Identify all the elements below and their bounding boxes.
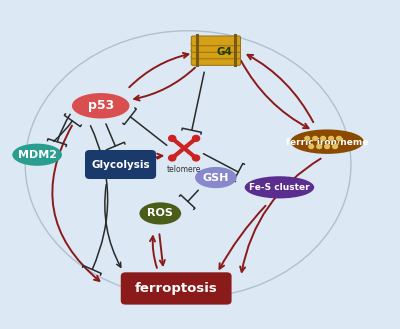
Ellipse shape bbox=[290, 129, 364, 154]
Circle shape bbox=[192, 155, 200, 161]
Circle shape bbox=[313, 137, 318, 140]
Circle shape bbox=[337, 137, 342, 140]
FancyArrowPatch shape bbox=[48, 114, 70, 147]
Ellipse shape bbox=[140, 202, 181, 224]
FancyArrowPatch shape bbox=[241, 61, 308, 128]
FancyArrowPatch shape bbox=[159, 234, 165, 265]
Text: p53: p53 bbox=[88, 99, 114, 112]
Text: G4: G4 bbox=[217, 47, 232, 57]
FancyBboxPatch shape bbox=[191, 36, 240, 46]
FancyArrowPatch shape bbox=[204, 154, 244, 182]
Text: GSH: GSH bbox=[203, 172, 229, 183]
FancyArrowPatch shape bbox=[82, 126, 108, 275]
Text: ROS: ROS bbox=[147, 209, 173, 218]
Circle shape bbox=[325, 145, 330, 148]
Ellipse shape bbox=[72, 93, 130, 118]
Text: ferric iron/heme: ferric iron/heme bbox=[286, 137, 368, 146]
Text: ferroptosis: ferroptosis bbox=[135, 282, 218, 295]
FancyArrowPatch shape bbox=[152, 154, 162, 159]
FancyArrowPatch shape bbox=[248, 55, 313, 122]
Circle shape bbox=[305, 137, 310, 140]
Ellipse shape bbox=[245, 176, 314, 198]
Text: MDM2: MDM2 bbox=[18, 150, 57, 160]
FancyArrowPatch shape bbox=[179, 190, 198, 210]
Circle shape bbox=[309, 145, 314, 148]
Circle shape bbox=[317, 145, 322, 148]
FancyArrowPatch shape bbox=[105, 185, 121, 267]
FancyArrowPatch shape bbox=[220, 206, 266, 269]
FancyArrowPatch shape bbox=[54, 114, 81, 141]
Text: telomere: telomere bbox=[167, 165, 201, 174]
Text: Fe-S cluster: Fe-S cluster bbox=[249, 183, 310, 192]
Circle shape bbox=[169, 155, 176, 161]
FancyBboxPatch shape bbox=[85, 150, 156, 179]
Circle shape bbox=[329, 137, 334, 140]
FancyArrowPatch shape bbox=[106, 124, 125, 152]
FancyBboxPatch shape bbox=[191, 49, 240, 59]
FancyBboxPatch shape bbox=[191, 56, 240, 65]
Ellipse shape bbox=[195, 167, 237, 188]
FancyArrowPatch shape bbox=[123, 108, 167, 145]
Circle shape bbox=[333, 145, 338, 148]
FancyBboxPatch shape bbox=[191, 42, 240, 52]
FancyArrowPatch shape bbox=[129, 53, 188, 87]
FancyArrowPatch shape bbox=[134, 67, 195, 100]
Ellipse shape bbox=[12, 144, 62, 166]
FancyArrowPatch shape bbox=[182, 72, 204, 134]
Circle shape bbox=[192, 136, 200, 141]
FancyArrowPatch shape bbox=[150, 236, 157, 268]
FancyArrowPatch shape bbox=[240, 159, 321, 272]
Text: Glycolysis: Glycolysis bbox=[91, 160, 150, 169]
FancyBboxPatch shape bbox=[121, 272, 232, 305]
FancyArrowPatch shape bbox=[52, 126, 99, 281]
Circle shape bbox=[321, 137, 326, 140]
Circle shape bbox=[169, 136, 176, 141]
